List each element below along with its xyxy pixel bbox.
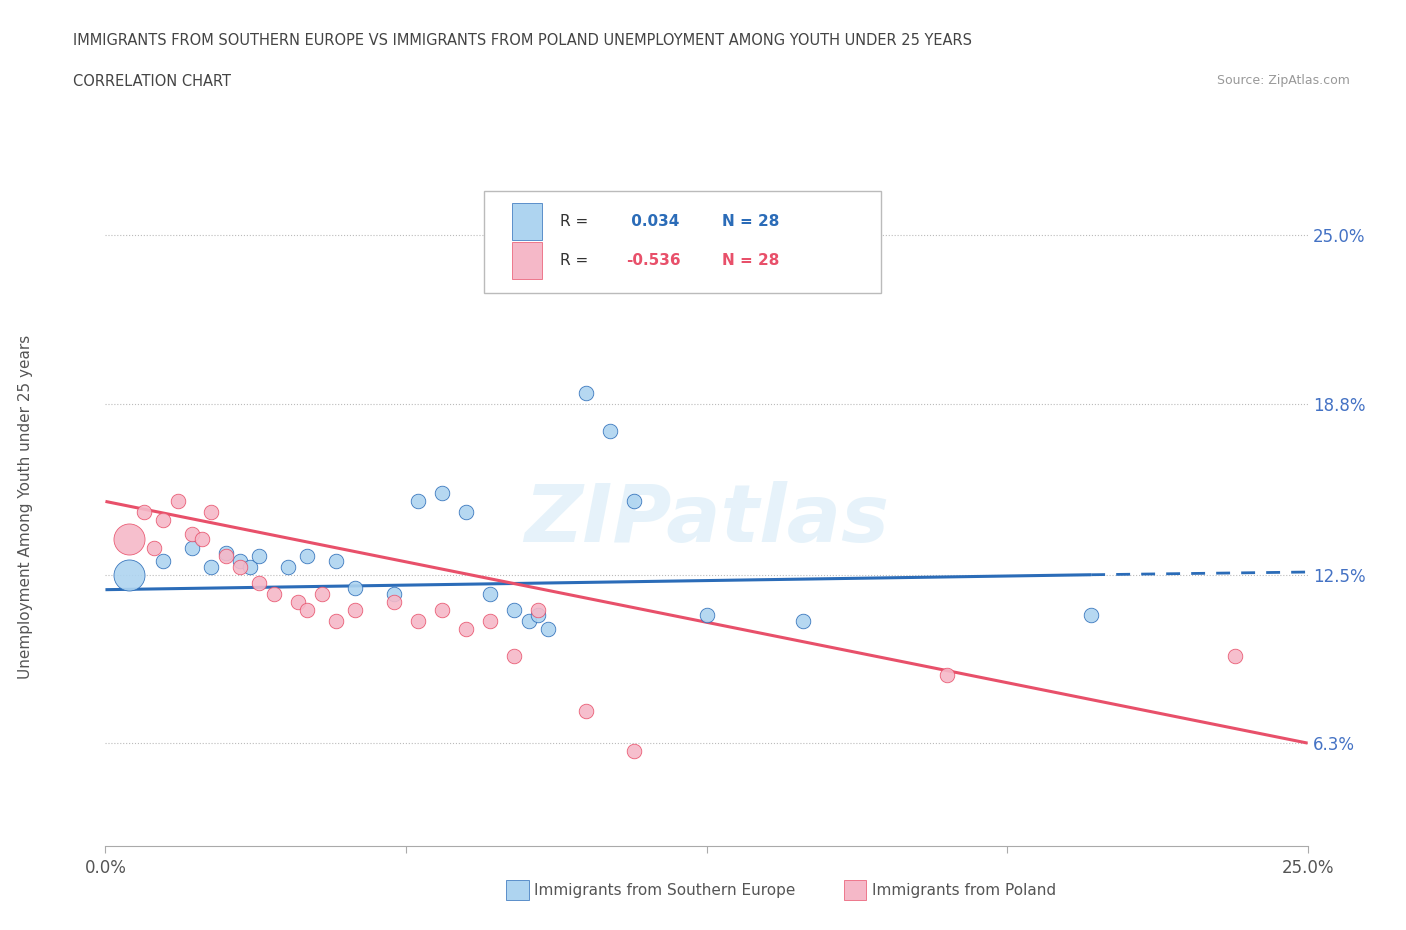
Point xyxy=(575,385,598,400)
Text: Unemployment Among Youth under 25 years: Unemployment Among Youth under 25 years xyxy=(18,335,32,679)
Point xyxy=(152,513,174,528)
Point xyxy=(132,505,155,520)
Point xyxy=(792,614,814,629)
FancyBboxPatch shape xyxy=(484,192,880,293)
Point xyxy=(1225,649,1247,664)
Point xyxy=(430,485,453,500)
Point xyxy=(936,668,959,683)
Point xyxy=(200,559,222,574)
Point xyxy=(325,553,347,568)
Text: CORRELATION CHART: CORRELATION CHART xyxy=(73,74,231,89)
Point xyxy=(344,581,367,596)
Point xyxy=(527,603,550,618)
Text: R =: R = xyxy=(560,214,593,229)
Point xyxy=(325,614,347,629)
Point xyxy=(287,594,309,609)
Point xyxy=(200,505,222,520)
Point xyxy=(696,608,718,623)
Bar xyxy=(512,242,541,279)
Point xyxy=(229,553,252,568)
Point xyxy=(382,594,405,609)
Point xyxy=(239,559,262,574)
Point xyxy=(406,494,429,509)
Point xyxy=(454,621,477,636)
Point xyxy=(190,532,212,547)
Point xyxy=(118,567,141,582)
Bar xyxy=(512,203,541,240)
Point xyxy=(142,540,165,555)
Point xyxy=(599,423,621,438)
Text: -0.536: -0.536 xyxy=(626,253,681,268)
Point xyxy=(479,586,502,601)
Point xyxy=(166,494,188,509)
Point xyxy=(517,614,540,629)
Point xyxy=(297,549,319,564)
Point xyxy=(214,546,236,561)
Text: N = 28: N = 28 xyxy=(723,253,779,268)
Point xyxy=(454,505,477,520)
Point xyxy=(575,703,598,718)
Text: ZIPatlas: ZIPatlas xyxy=(524,482,889,560)
Point xyxy=(1080,608,1102,623)
Point xyxy=(406,614,429,629)
Point xyxy=(247,549,270,564)
Point xyxy=(277,559,299,574)
Point xyxy=(527,608,550,623)
Point xyxy=(311,586,333,601)
Text: IMMIGRANTS FROM SOUTHERN EUROPE VS IMMIGRANTS FROM POLAND UNEMPLOYMENT AMONG YOU: IMMIGRANTS FROM SOUTHERN EUROPE VS IMMIG… xyxy=(73,33,972,47)
Point xyxy=(181,540,204,555)
Text: Source: ZipAtlas.com: Source: ZipAtlas.com xyxy=(1216,74,1350,87)
Point xyxy=(537,621,560,636)
Point xyxy=(344,603,367,618)
Text: 0.034: 0.034 xyxy=(626,214,679,229)
Point xyxy=(118,532,141,547)
Point xyxy=(214,549,236,564)
Point xyxy=(382,586,405,601)
Point xyxy=(623,494,645,509)
Point xyxy=(229,559,252,574)
Text: N = 28: N = 28 xyxy=(723,214,779,229)
Point xyxy=(247,576,270,591)
Point xyxy=(152,553,174,568)
Point xyxy=(297,603,319,618)
Point xyxy=(551,269,574,284)
Point xyxy=(181,526,204,541)
Point xyxy=(503,603,526,618)
Point xyxy=(503,649,526,664)
Point xyxy=(623,744,645,759)
Text: Immigrants from Poland: Immigrants from Poland xyxy=(872,883,1056,897)
Point xyxy=(479,614,502,629)
Point xyxy=(263,586,285,601)
Text: Immigrants from Southern Europe: Immigrants from Southern Europe xyxy=(534,883,796,897)
Point xyxy=(430,603,453,618)
Text: R =: R = xyxy=(560,253,593,268)
